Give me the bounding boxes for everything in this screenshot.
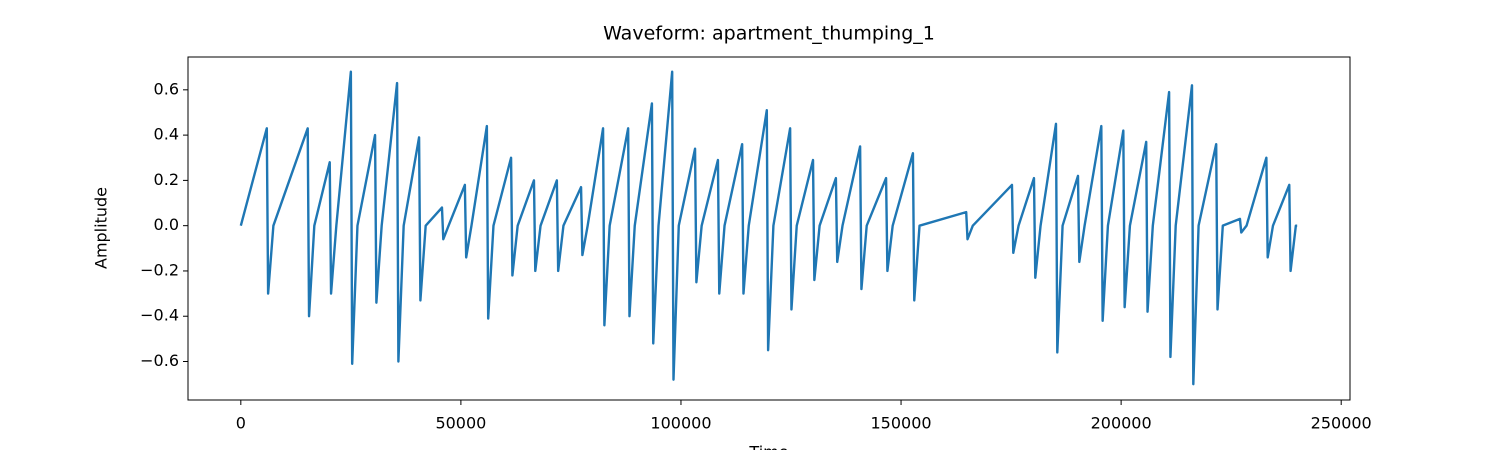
y-axis-label: Amplitude	[92, 187, 111, 269]
y-tick-label: 0.6	[154, 79, 179, 98]
x-axis-label: Time	[748, 443, 788, 450]
y-tick-label: 0.0	[154, 215, 179, 234]
y-tick-label: −0.6	[140, 351, 179, 370]
y-tick-label: −0.2	[140, 260, 179, 279]
x-tick-label: 250000	[1311, 414, 1372, 433]
waveform-line	[239, 70, 1298, 386]
x-tick-label: 200000	[1091, 414, 1152, 433]
x-tick-label: 150000	[871, 414, 932, 433]
y-tick-label: 0.2	[154, 170, 179, 189]
x-tick-label: 100000	[650, 414, 711, 433]
x-tick-label: 50000	[435, 414, 486, 433]
x-tick-label: 0	[236, 414, 246, 433]
y-tick-label: −0.4	[140, 306, 179, 325]
plot-frame	[187, 56, 1351, 401]
y-tick-label: 0.4	[154, 125, 179, 144]
chart-title: Waveform: apartment_thumping_1	[603, 23, 935, 45]
